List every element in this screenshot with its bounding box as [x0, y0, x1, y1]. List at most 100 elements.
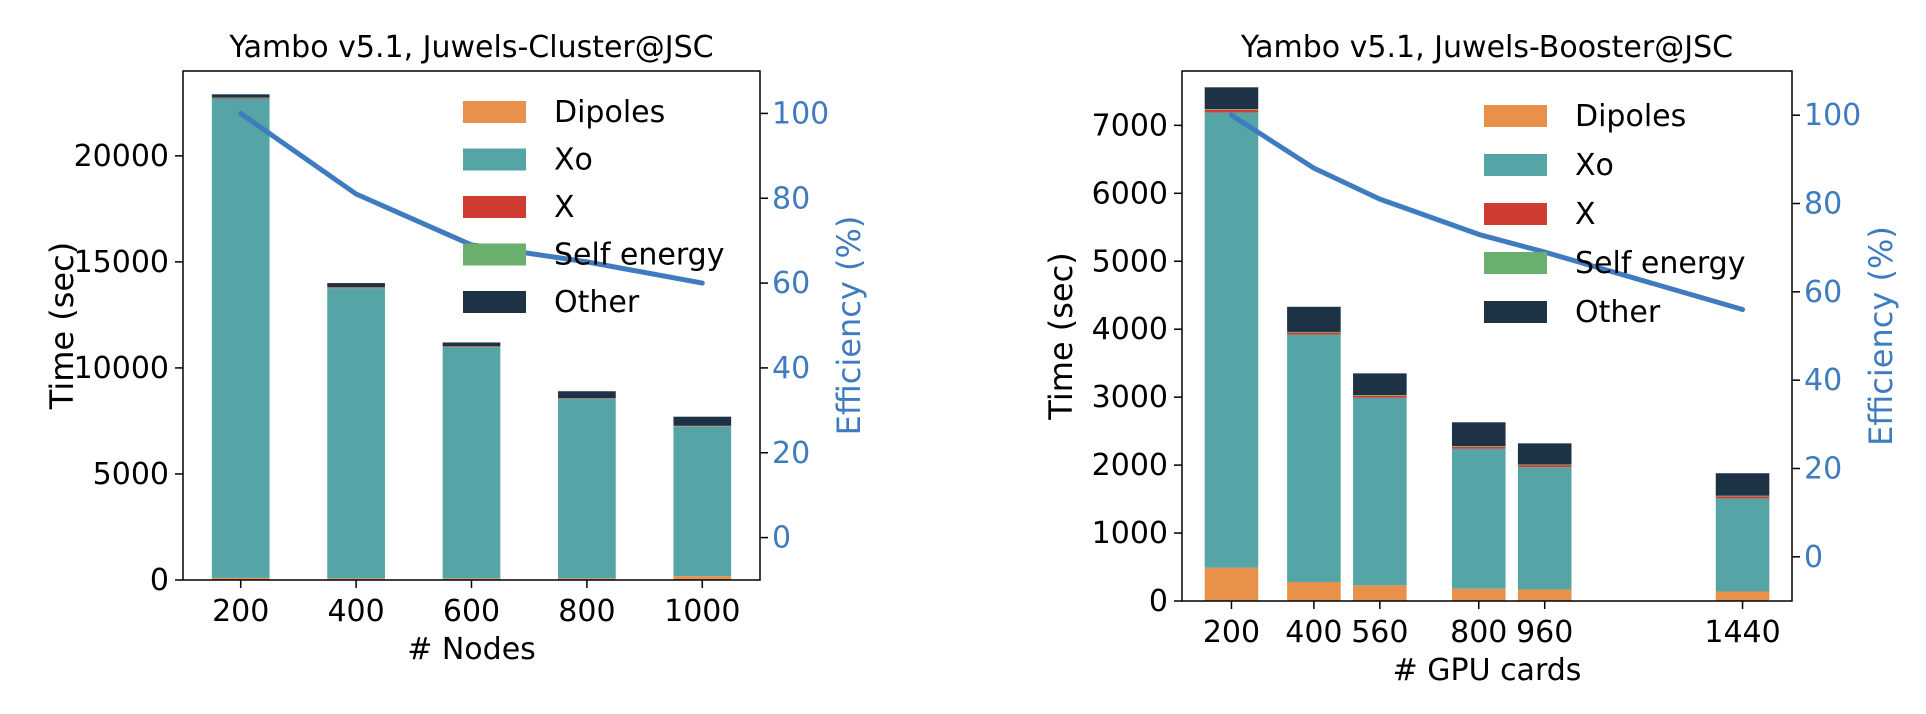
legend-label: Dipoles: [1575, 99, 1686, 134]
y-tick-label: 7000: [1092, 108, 1168, 143]
x-axis-label: # Nodes: [407, 632, 536, 667]
bar-xo-800: [1451, 448, 1506, 589]
legend-swatch-xo: [463, 148, 526, 171]
y2-axis-label: Efficiency (%): [1862, 226, 1900, 446]
bar-x-960: [1517, 465, 1572, 468]
y-tick-label: 0: [1149, 584, 1168, 619]
bar-self-energy-960: [1517, 464, 1572, 466]
bar-xo-200: [211, 98, 270, 578]
bar-xo-560: [1353, 397, 1407, 586]
bar-dipoles-200: [211, 577, 270, 580]
legend-swatch-xo: [1484, 154, 1547, 176]
legend-label: Self energy: [554, 238, 724, 273]
y2-tick-label: 20: [772, 436, 810, 471]
plot-frame: [1181, 70, 1793, 602]
x-tick-label: 800: [1450, 615, 1507, 650]
bar-other-400: [327, 283, 385, 288]
chart-panel-juwels-cluster: 0 5000 10000 15000 20000 0 20 40 60 80 100 200 400 60…: [43, 30, 868, 667]
x-tick-label: 200: [212, 594, 269, 629]
y2-tick-label: 60: [772, 266, 810, 301]
y-tick-label: 1000: [1092, 516, 1168, 551]
bar-x-400: [327, 287, 385, 289]
y2-tick-label: 100: [772, 96, 829, 131]
y-tick-label: 10000: [74, 351, 169, 386]
bar-other-560: [1353, 373, 1407, 396]
bar-self-energy-800: [1451, 446, 1506, 447]
bar-xo-960: [1517, 467, 1572, 590]
bar-x-600: [442, 346, 501, 348]
legend-label: Other: [1575, 295, 1661, 330]
x-tick-label: 800: [558, 594, 615, 629]
bar-dipoles-560: [1353, 585, 1407, 601]
chart-title: Yambo v5.1, Juwels-Booster@JSC: [1240, 30, 1733, 65]
bar-dipoles-960: [1517, 589, 1572, 601]
bar-xo-1440: [1715, 498, 1770, 592]
bar-other-200: [1204, 87, 1259, 110]
bar-other-1440: [1715, 473, 1770, 496]
y-tick-label: 5000: [93, 457, 169, 492]
bar-xo-600: [442, 347, 501, 579]
bar-dipoles-200: [1204, 567, 1259, 601]
x-axis-label: # GPU cards: [1393, 653, 1582, 688]
bar-x-200: [211, 97, 270, 99]
bar-x-1440: [1715, 496, 1770, 499]
bar-other-600: [442, 342, 501, 347]
bar-other-200: [211, 94, 270, 98]
bar-dipoles-400: [327, 578, 385, 580]
legend-label: Xo: [554, 143, 593, 178]
legend-swatch-other: [1484, 301, 1547, 323]
bar-x-560: [1353, 395, 1407, 398]
x-tick-label: 200: [1203, 615, 1260, 650]
y2-axis-label: Efficiency (%): [830, 216, 868, 436]
bar-dipoles-800: [558, 578, 616, 580]
legend-label: Self energy: [1575, 246, 1745, 281]
legend-swatch-self-energy: [463, 243, 526, 266]
bar-xo-400: [327, 288, 385, 579]
legend-swatch-x: [463, 196, 526, 218]
legend-label: Dipoles: [554, 95, 665, 130]
bar-x-800: [1451, 446, 1506, 449]
y-tick-label: 6000: [1092, 176, 1168, 211]
y-tick-label: 4000: [1092, 312, 1168, 347]
y2-tick-label: 0: [1804, 540, 1823, 575]
legend-label: X: [1575, 197, 1596, 232]
x-tick-label: 400: [1285, 615, 1342, 650]
x-tick-label: 1000: [664, 594, 740, 629]
bar-dipoles-600: [442, 578, 501, 580]
bar-dipoles-800: [1451, 588, 1506, 601]
legend-swatch-self-energy: [1484, 252, 1547, 274]
legend-label: X: [554, 190, 575, 225]
bar-dipoles-400: [1287, 581, 1341, 601]
y2-tick-label: 80: [772, 181, 810, 216]
x-tick-label: 1440: [1704, 615, 1780, 650]
y2-tick-label: 40: [772, 351, 810, 386]
y2-tick-label: 80: [1804, 187, 1842, 222]
legend-label: Other: [554, 285, 640, 320]
bar-other-400: [1287, 306, 1341, 332]
legend-label: Xo: [1575, 148, 1614, 183]
legend-swatch-dipoles: [463, 101, 526, 123]
bar-xo-400: [1287, 334, 1341, 582]
y-tick-label: 2000: [1092, 448, 1168, 483]
bar-other-960: [1517, 443, 1572, 465]
y-axis-label: Time (sec): [43, 242, 81, 410]
bar-xo-1000: [673, 426, 732, 577]
bar-self-energy-200: [1204, 109, 1259, 110]
y-tick-label: 0: [150, 563, 169, 598]
bar-dipoles-1000: [673, 576, 732, 580]
y-tick-label: 15000: [74, 245, 169, 280]
chart-title: Yambo v5.1, Juwels-Cluster@JSC: [228, 30, 713, 65]
bar-dipoles-1440: [1715, 591, 1770, 601]
y-tick-label: 3000: [1092, 380, 1168, 415]
y-tick-label: 20000: [74, 139, 169, 174]
y-axis-label: Time (sec): [1042, 252, 1080, 420]
bar-self-energy-1440: [1715, 495, 1770, 497]
efficiency-line: [1228, 112, 1746, 312]
bar-xo-200: [1204, 112, 1259, 568]
x-tick-label: 600: [443, 594, 500, 629]
legend-swatch-x: [1484, 203, 1547, 225]
y2-tick-label: 60: [1804, 275, 1842, 310]
x-tick-label: 560: [1351, 615, 1408, 650]
bar-x-200: [1204, 109, 1259, 113]
